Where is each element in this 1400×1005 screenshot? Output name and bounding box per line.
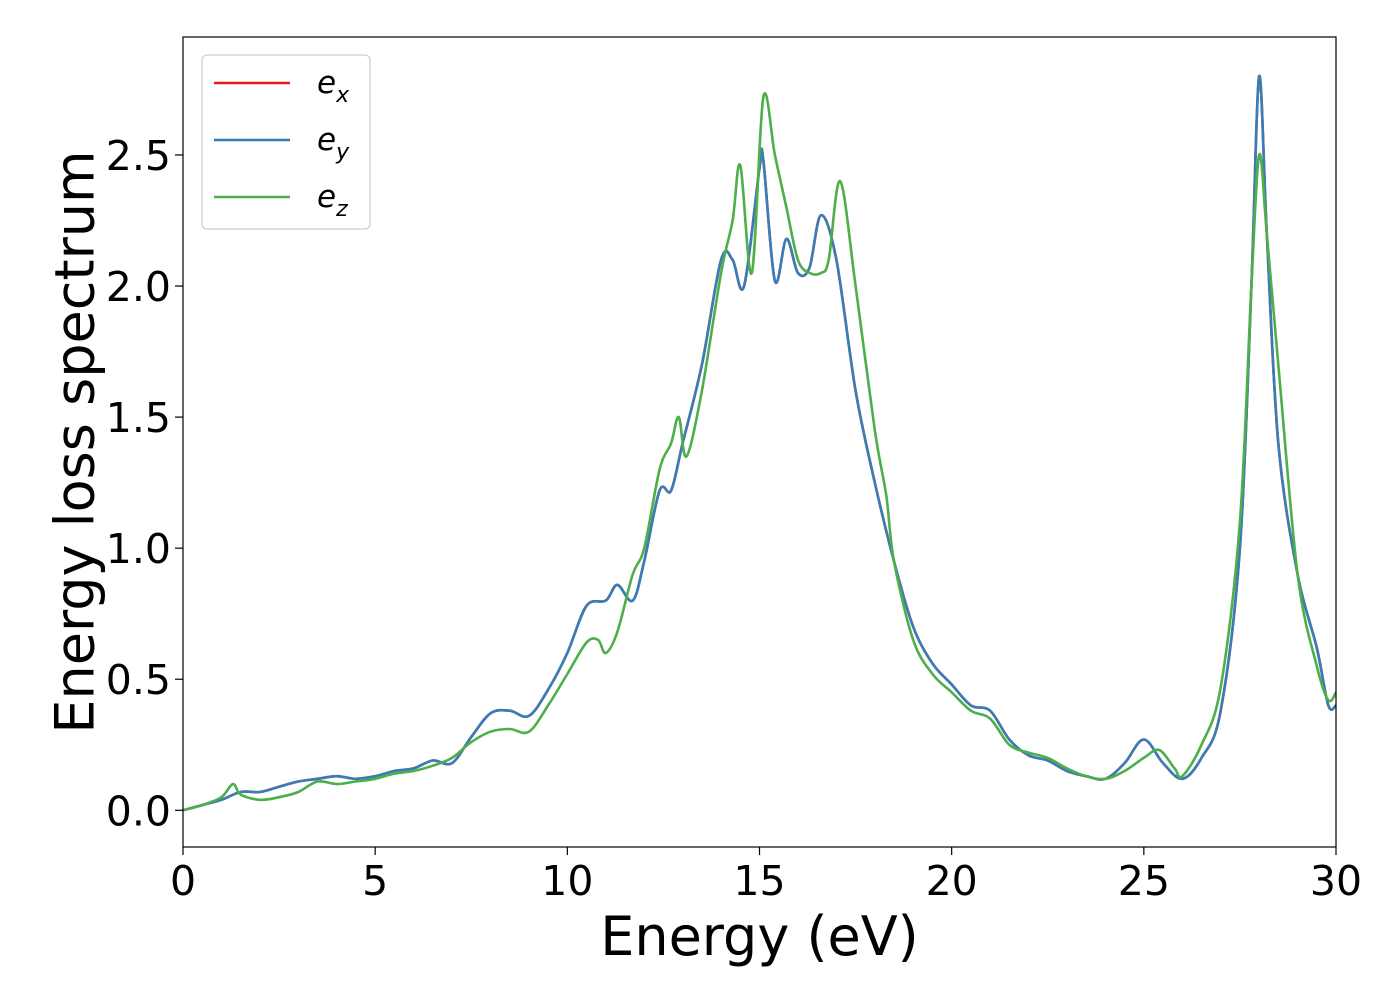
y-tick-label: 0.5	[106, 656, 171, 704]
x-tick-label: 10	[541, 857, 593, 905]
x-axis-label: Energy (eV)	[600, 905, 919, 968]
x-tick-label: 5	[362, 857, 388, 905]
x-tick-label: 0	[170, 857, 196, 905]
y-axis-label: Energy loss spectrum	[44, 150, 107, 733]
y-tick-label: 1.0	[106, 525, 171, 573]
y-tick-label: 2.5	[106, 132, 171, 180]
legend: ex ey ez	[201, 54, 371, 230]
series-line-y	[183, 74, 1336, 812]
y-tick-label: 1.5	[106, 394, 171, 442]
y-axis-ticks: 0.0 0.5 1.0 1.5 2.0 2.5	[106, 132, 183, 835]
legend-box	[201, 54, 371, 230]
x-tick-label: 15	[733, 857, 785, 905]
legend-label-x: ex	[317, 65, 350, 108]
series-layer	[183, 74, 1336, 812]
legend-label-y: ey	[317, 122, 350, 165]
legend-label-z: ez	[317, 179, 348, 222]
x-axis-ticks: 0 5 10 15 20 25 30	[170, 847, 1362, 905]
x-tick-label: 25	[1118, 857, 1170, 905]
series-line-z	[183, 92, 1336, 812]
x-tick-label: 30	[1310, 857, 1362, 905]
y-tick-label: 0.0	[106, 787, 171, 835]
y-tick-label: 2.0	[106, 263, 171, 311]
x-tick-label: 20	[926, 857, 978, 905]
